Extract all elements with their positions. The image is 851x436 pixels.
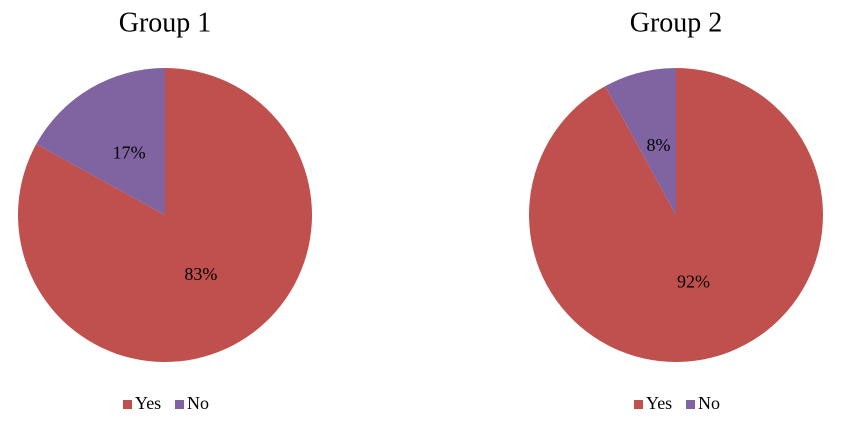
data-label: 92% bbox=[677, 271, 710, 291]
chart-title: Group 1 bbox=[119, 7, 212, 38]
legend-label: Yes bbox=[135, 393, 161, 413]
pie-slice bbox=[36, 68, 165, 215]
legend-swatch bbox=[634, 400, 643, 409]
data-label: 17% bbox=[113, 142, 146, 162]
data-label: 8% bbox=[646, 135, 670, 155]
pie-slice bbox=[605, 68, 676, 215]
pie-slice bbox=[17, 68, 312, 362]
data-label: 83% bbox=[184, 264, 217, 284]
pie-slice bbox=[528, 68, 823, 363]
legend-swatch bbox=[686, 400, 695, 409]
legend-label: No bbox=[187, 393, 209, 413]
legend-label: Yes bbox=[646, 393, 672, 413]
chart-title: Group 2 bbox=[630, 7, 723, 38]
legend-swatch bbox=[175, 400, 184, 409]
legend-label: No bbox=[698, 393, 720, 413]
legend-swatch bbox=[123, 400, 132, 409]
